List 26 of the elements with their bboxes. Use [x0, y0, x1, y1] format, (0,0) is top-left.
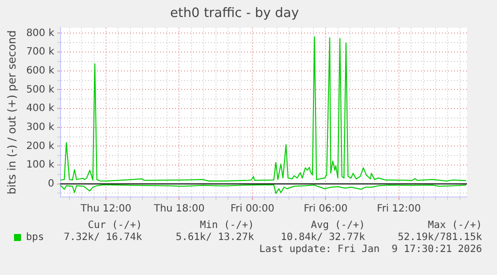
text: 5.61k/ 13.27k [176, 232, 254, 243]
text: Cur (-/+) [88, 220, 142, 231]
y-tick-label: 700 k [26, 46, 54, 58]
x-tick-label: Fri 06:00 [304, 204, 348, 215]
chart-title: eth0 traffic - by day [170, 6, 300, 22]
y-axis-title: bits in (-) / out (+) per second [5, 30, 18, 194]
x-tick-label: Thu 18:00 [152, 204, 205, 215]
y-tick-label: 100 k [26, 160, 54, 171]
y-tick-label: 400 k [26, 103, 54, 114]
text: 10.84k/ 32.77k [280, 232, 365, 243]
x-tick-label: Fri 00:00 [230, 204, 274, 215]
text: Max (-/+) [428, 220, 482, 231]
text: 52.19k/781.15k [398, 232, 482, 243]
text: Avg (-/+) [310, 220, 365, 231]
y-tick-label: 200 k [26, 140, 54, 152]
y-tick-label: 300 k [26, 122, 54, 133]
legend-label: bps [26, 232, 44, 243]
text: Last update: Fri Jan 9 17:30:21 2026 [259, 244, 482, 255]
y-tick-label: 600 k [26, 65, 54, 76]
text: Min (-/+) [200, 220, 254, 231]
y-tick-label: 800 k [26, 28, 54, 39]
y-tick-label: 500 k [26, 84, 54, 96]
x-tick-label: Thu 12:00 [80, 204, 132, 215]
x-tick-label: Fri 12:00 [376, 204, 421, 215]
text: 7.32k/ 16.74k [64, 232, 142, 243]
y-tick-label: 0 [48, 178, 54, 190]
